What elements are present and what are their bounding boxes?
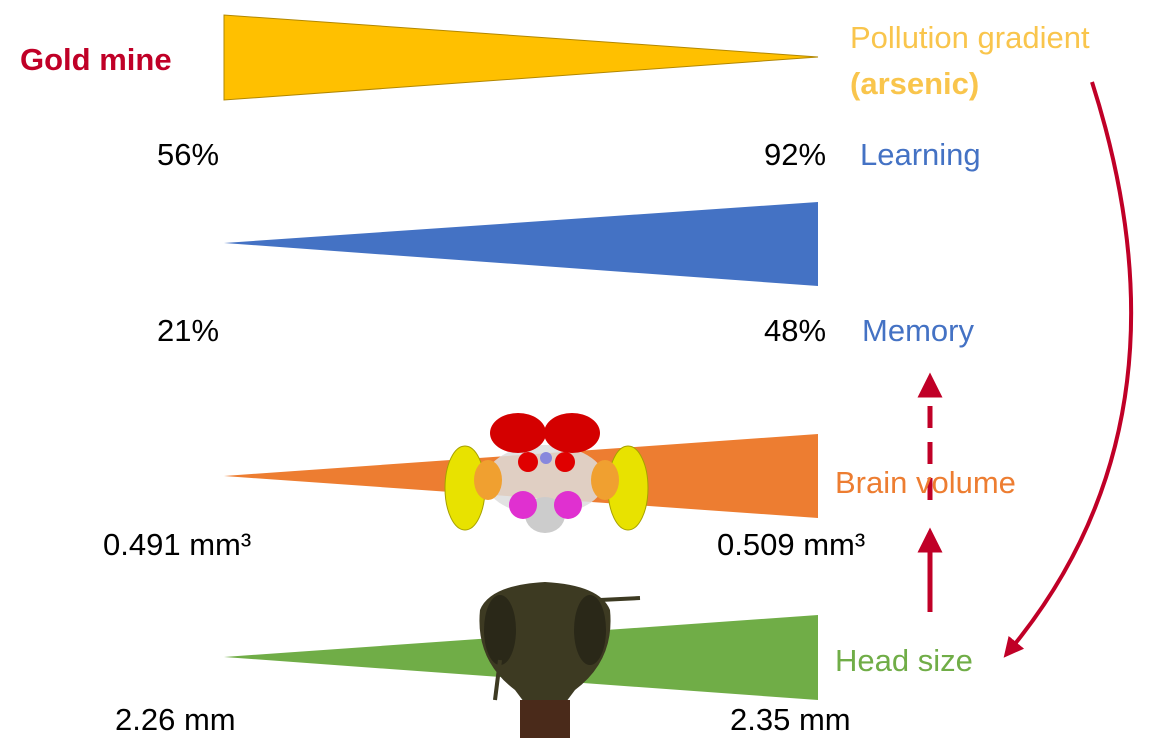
row-name: Memory bbox=[862, 313, 974, 348]
low-value: 21% bbox=[157, 313, 219, 348]
bee-head-illustration bbox=[479, 582, 641, 738]
high-value: 0.509 mm³ bbox=[717, 527, 865, 562]
learning-wedge bbox=[224, 202, 818, 286]
row-name: Head size bbox=[835, 643, 973, 678]
high-value: 48% bbox=[764, 313, 826, 348]
low-value: 56% bbox=[157, 137, 219, 172]
pollution-wedge bbox=[223, 14, 819, 101]
curved-arrow bbox=[1003, 81, 1134, 658]
gradient-detail: (arsenic) bbox=[850, 66, 979, 101]
gradient-label: Pollution gradient bbox=[850, 20, 1090, 55]
low-value: 2.26 mm bbox=[115, 702, 236, 737]
brain-illustration bbox=[444, 413, 649, 533]
high-value: 92% bbox=[764, 137, 826, 172]
high-value: 2.35 mm bbox=[730, 702, 851, 737]
source-label: Gold mine bbox=[20, 42, 172, 77]
row-name: Brain volume bbox=[835, 465, 1016, 500]
low-value: 0.491 mm³ bbox=[103, 527, 251, 562]
row-name: Learning bbox=[860, 137, 981, 172]
